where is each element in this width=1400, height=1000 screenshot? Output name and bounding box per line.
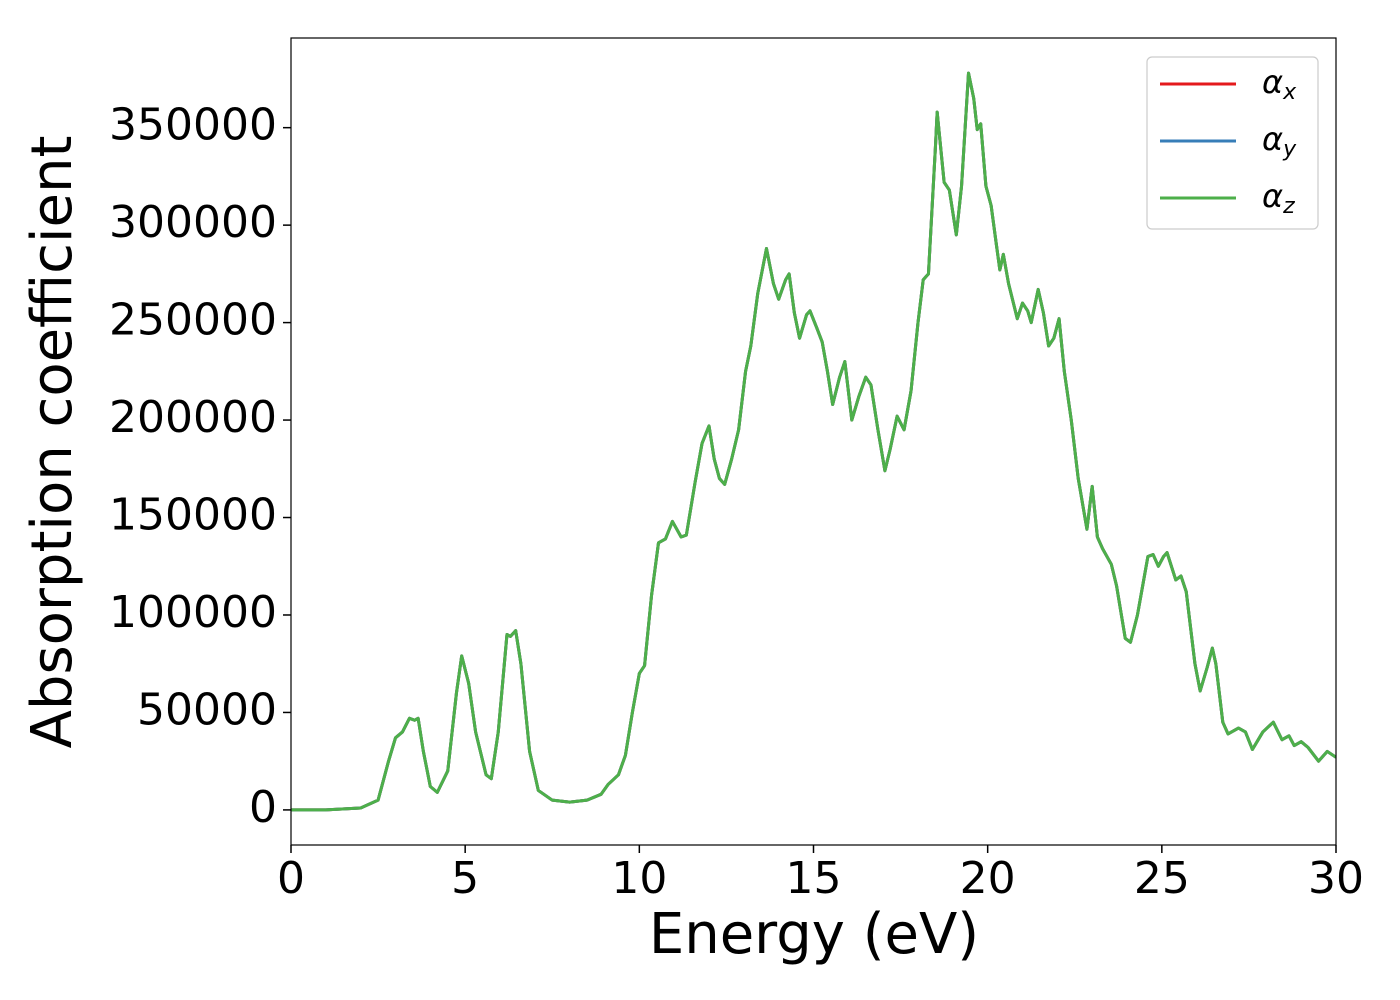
y-tick-label: 250000	[109, 295, 277, 346]
y-axis-label: Absorption coefficient	[20, 136, 85, 749]
x-tick-label: 10	[611, 853, 667, 904]
x-tick-label: 0	[277, 853, 305, 904]
x-tick-label: 20	[960, 853, 1016, 904]
legend-label: αz	[1262, 177, 1295, 219]
y-tick-label: 100000	[109, 587, 277, 638]
x-tick-label: 25	[1134, 853, 1190, 904]
legend-label: αy	[1262, 120, 1297, 162]
y-tick-label: 350000	[109, 100, 277, 151]
y-tick-label: 300000	[109, 197, 277, 248]
y-tick-label: 150000	[109, 490, 277, 541]
legend-box	[1146, 56, 1319, 230]
data-line	[291, 71, 1336, 812]
y-tick-label: 50000	[137, 684, 277, 735]
x-axis-label: Energy (eV)	[649, 902, 979, 967]
plot-frame	[290, 37, 1337, 846]
legend-label: αx	[1262, 63, 1297, 105]
y-tick-label: 200000	[109, 392, 277, 443]
x-tick-label: 5	[451, 853, 479, 904]
y-tick-label: 0	[249, 782, 277, 833]
x-tick-label: 15	[786, 853, 842, 904]
x-tick-label: 30	[1308, 853, 1364, 904]
